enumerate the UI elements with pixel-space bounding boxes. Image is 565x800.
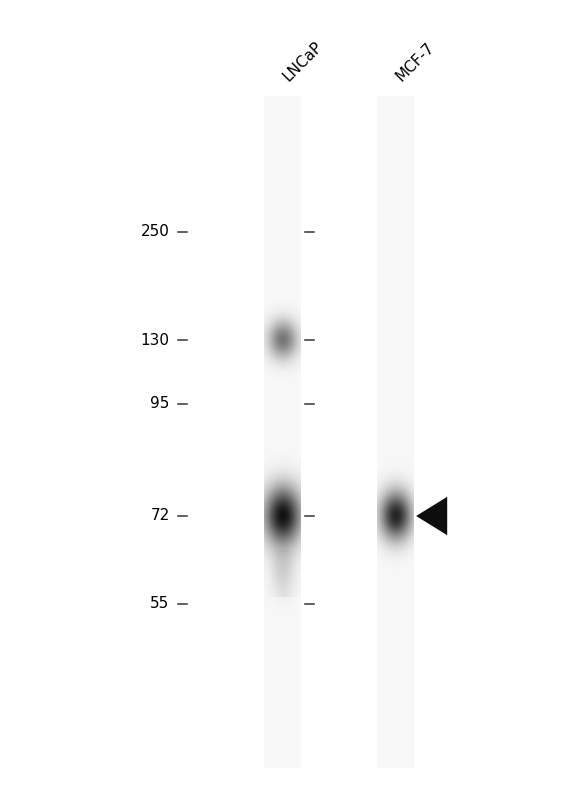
Polygon shape (416, 497, 447, 535)
Text: 130: 130 (141, 333, 170, 347)
Text: 95: 95 (150, 397, 170, 411)
Text: 72: 72 (150, 509, 170, 523)
Text: LNCaP: LNCaP (280, 38, 325, 84)
Text: MCF-7: MCF-7 (393, 40, 437, 84)
Bar (377, 96, 414, 768)
Text: 55: 55 (150, 597, 170, 611)
Bar (264, 96, 301, 768)
Text: 250: 250 (141, 225, 170, 239)
